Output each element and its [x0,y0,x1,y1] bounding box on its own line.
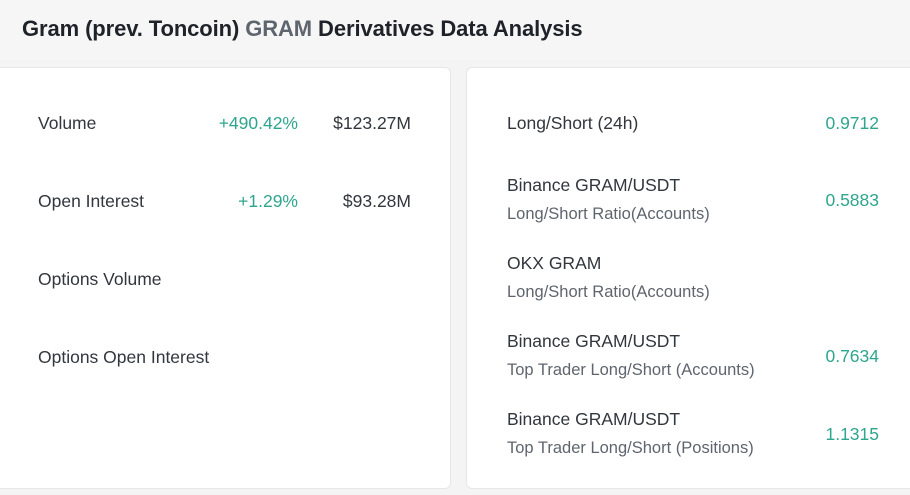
title-suffix: Derivatives Data Analysis [312,16,583,41]
metric-label: Open Interest [38,191,145,211]
metric-row-options-volume: Options Volume [0,264,451,294]
derivatives-metrics-card: Volume +490.42% $123.27M Open Interest +… [0,67,451,489]
ratio-label: OKX GRAM [507,253,602,273]
ratio-label: Long/Short (24h) [507,113,639,133]
ratio-label: Binance GRAM/USDT [507,331,681,351]
page-title: Gram (prev. Toncoin) GRAM Derivatives Da… [22,16,583,42]
ratio-value: 1.1315 [825,424,879,444]
page-header: Gram (prev. Toncoin) GRAM Derivatives Da… [0,0,910,60]
ratio-sublabel: Long/Short Ratio(Accounts) [507,283,710,301]
metric-change: +490.42% [218,113,298,133]
metric-amount: $93.28M [342,191,411,211]
title-token: GRAM [245,16,313,41]
metric-change: +1.29% [238,191,298,211]
metric-row-open-interest: Open Interest +1.29% $93.28M [0,186,451,216]
ratio-value: 0.7634 [825,346,879,366]
ratio-sublabel: Top Trader Long/Short (Positions) [507,439,754,457]
ratio-label: Binance GRAM/USDT [507,175,681,195]
ratio-label: Binance GRAM/USDT [507,409,681,429]
ratio-value: 0.5883 [825,190,879,210]
ratio-sublabel: Long/Short Ratio(Accounts) [507,205,710,223]
metric-row-volume: Volume +490.42% $123.27M [0,108,451,138]
metric-label: Volume [38,113,97,133]
ratio-value: 0.9712 [825,113,879,133]
metric-row-options-open-interest: Options Open Interest [0,342,451,372]
metric-label: Options Open Interest [38,347,210,367]
metric-label: Options Volume [38,269,162,289]
ratio-sublabel: Top Trader Long/Short (Accounts) [507,361,755,379]
metric-amount: $123.27M [333,113,411,133]
long-short-ratio-card: Long/Short (24h) 0.9712 Binance GRAM/USD… [466,67,910,489]
title-prefix: Gram (prev. Toncoin) [22,16,246,41]
